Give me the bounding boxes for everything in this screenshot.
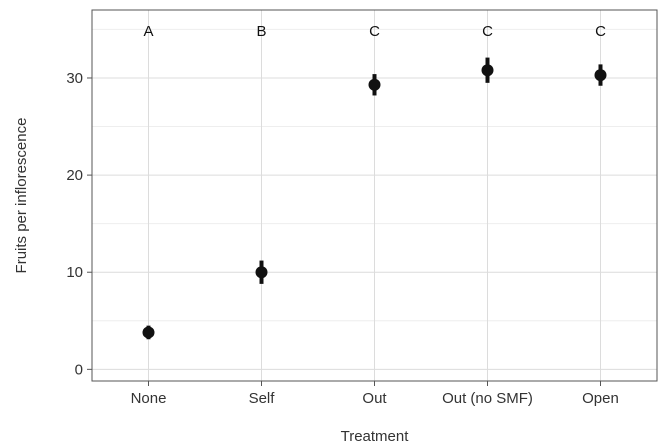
y-tick-label: 20 <box>66 167 83 184</box>
y-axis-title: Fruits per inflorescence <box>13 118 30 274</box>
significance-letter: C <box>482 23 493 40</box>
x-tick-label: Self <box>249 390 276 407</box>
y-tick-label: 10 <box>66 264 83 281</box>
x-axis: None Self Out Out (no SMF) Open <box>131 381 619 407</box>
x-tick-label: Out (no SMF) <box>442 390 533 407</box>
significance-letter: C <box>369 23 380 40</box>
data-point <box>142 326 155 339</box>
x-tick-label: None <box>131 390 167 407</box>
data-point <box>368 78 381 91</box>
y-tick-label: 30 <box>66 70 83 87</box>
data-marks <box>142 57 607 340</box>
x-axis-title: Treatment <box>341 428 410 445</box>
y-tick-label: 0 <box>75 361 83 378</box>
significance-letter: C <box>595 23 606 40</box>
data-point <box>481 64 494 77</box>
significance-letter: B <box>256 23 266 40</box>
data-point <box>255 266 268 279</box>
grid <box>92 10 657 381</box>
y-axis: 0 10 20 30 <box>66 70 92 378</box>
significance-letter: A <box>143 23 153 40</box>
x-tick-label: Open <box>582 390 619 407</box>
x-tick-label: Out <box>362 390 387 407</box>
data-point <box>594 69 607 82</box>
